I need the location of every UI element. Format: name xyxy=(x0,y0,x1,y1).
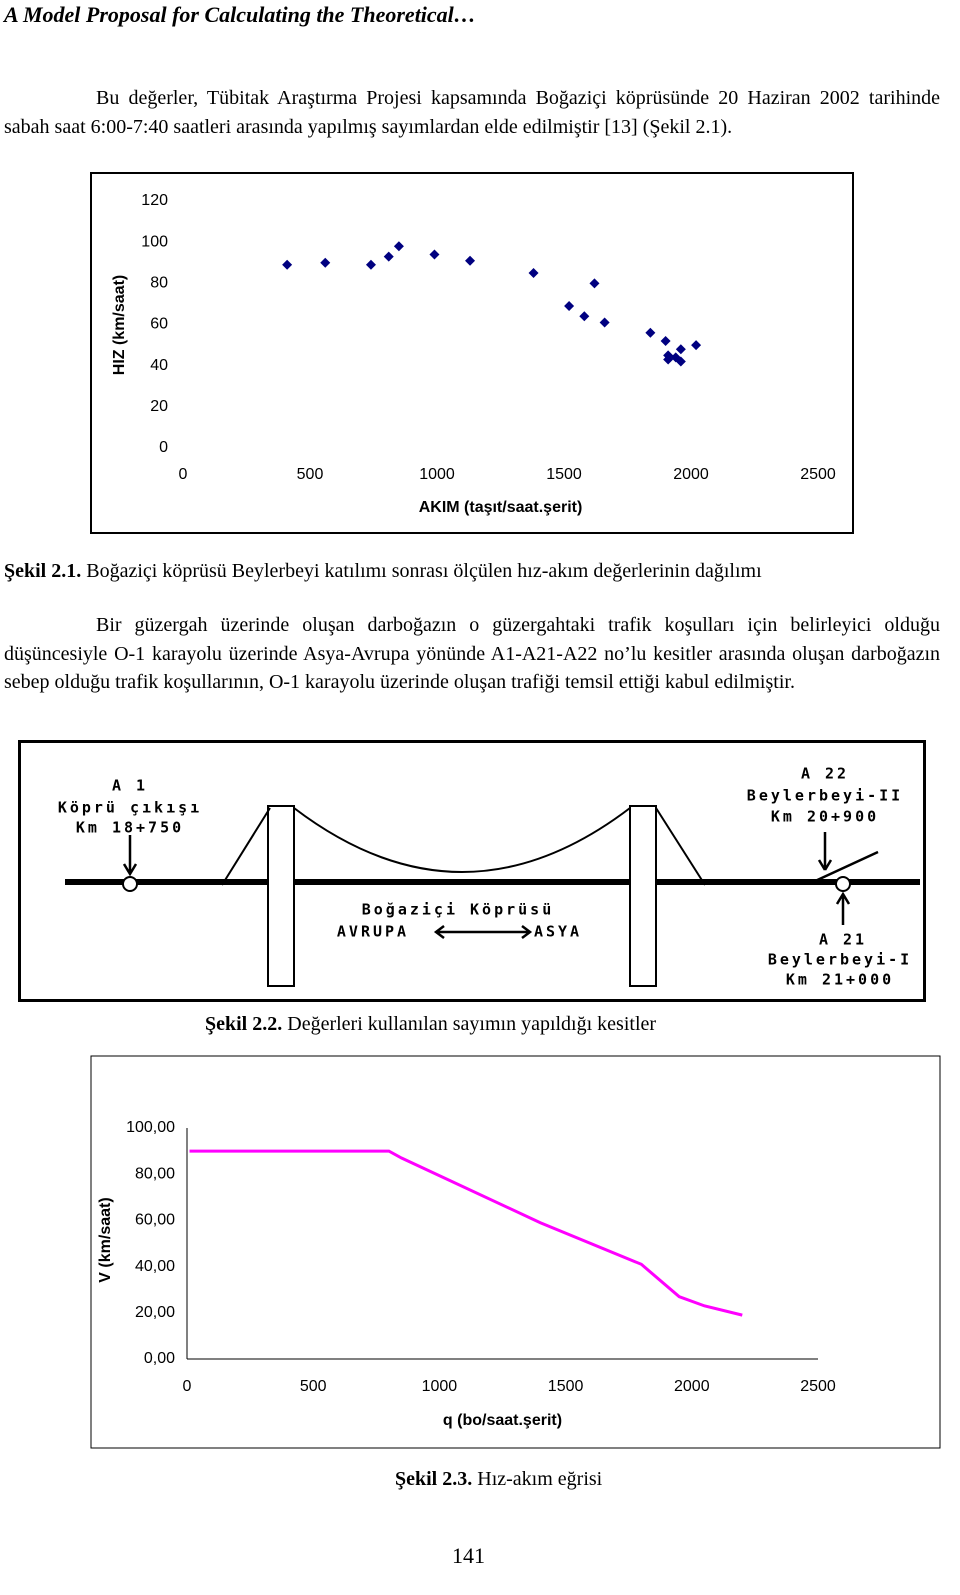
point xyxy=(564,300,575,311)
label: A 1 xyxy=(112,777,148,795)
caption-label: Şekil 2.3. xyxy=(395,1468,473,1490)
x-tick-label: 500 xyxy=(300,1378,327,1395)
point xyxy=(663,354,674,365)
x-tick-label: 500 xyxy=(297,466,324,483)
y-tick-label: 60 xyxy=(150,316,168,333)
section-point xyxy=(835,876,851,892)
tower xyxy=(267,805,295,987)
point xyxy=(670,352,681,363)
caption: Şekil 2.3. Hız-akım eğrisi xyxy=(395,1468,602,1491)
direction-arrow xyxy=(433,925,533,939)
chart-frame xyxy=(90,172,854,534)
tower xyxy=(629,805,657,987)
line xyxy=(189,1149,743,1317)
chart-frame xyxy=(90,1055,941,1449)
paragraph: Bu değerler, Tübitak Araştırma Projesi k… xyxy=(4,87,940,138)
label: ASYA xyxy=(534,923,582,941)
label: AVRUPA xyxy=(337,923,409,941)
x-tick-label: 2000 xyxy=(673,466,709,483)
label: A 22 xyxy=(801,765,849,783)
x-tick-label: 2500 xyxy=(800,466,836,483)
label: Km 21+000 xyxy=(786,971,894,989)
line-chart: 0,00 20,00 40,00 60,00 80,00 100,00 0 500 1000 15… xyxy=(90,1055,941,1449)
arrow xyxy=(122,832,879,925)
label: Beylerbeyi-I xyxy=(768,951,912,969)
caption-label: Şekil 2.2. xyxy=(205,1013,283,1035)
point xyxy=(320,257,331,268)
page-number: 141 xyxy=(452,1543,485,1568)
y-tick-label: 120 xyxy=(141,192,168,209)
caption-text: Boğaziçi köprüsü Beylerbeyi katılımı son… xyxy=(86,560,762,582)
x-tick-label: 1500 xyxy=(548,1378,584,1395)
x-tick-label: 1000 xyxy=(419,466,455,483)
y-tick-label: 60,00 xyxy=(135,1212,175,1229)
point xyxy=(383,251,394,262)
label: Km 20+900 xyxy=(771,808,879,826)
label: Köprü çıkışı xyxy=(58,799,202,817)
point xyxy=(589,278,600,289)
paragraph: Bir güzergah üzerinde oluşan darboğazın … xyxy=(4,614,940,693)
x-tick-label: 0 xyxy=(183,1378,192,1395)
point xyxy=(645,327,656,338)
label: Boğaziçi Köprüsü xyxy=(362,901,555,919)
y-tick-label: 20,00 xyxy=(135,1304,175,1321)
x-tick-label: 2500 xyxy=(800,1378,836,1395)
point xyxy=(675,356,686,367)
scatter-chart: 0 20 40 60 80 100 120 0 500 1000 1500 2000 2500 AKIM … xyxy=(90,172,854,534)
section-point xyxy=(122,876,138,892)
x-axis-label: q (bo/saat.şerit) xyxy=(443,1412,562,1429)
y-tick-label: 40,00 xyxy=(135,1258,175,1275)
caption-text: Hız-akım eğrisi xyxy=(477,1468,603,1490)
point xyxy=(528,268,539,279)
y-axis-label: V (km/saat) xyxy=(97,1197,114,1282)
point xyxy=(599,317,610,328)
point xyxy=(579,311,590,322)
point xyxy=(429,249,440,260)
caption-label: Şekil 2.1. xyxy=(4,560,82,582)
y-tick-label: 40 xyxy=(150,357,168,374)
diagram: A 1 Köprü çıkışı Km 18+750 A 22 Beylerbe… xyxy=(18,740,926,1002)
y-tick-label: 100,00 xyxy=(126,1119,175,1136)
y-tick-label: 80 xyxy=(150,275,168,292)
x-tick-label: 2000 xyxy=(674,1378,710,1395)
y-axis-label: HIZ (km/saat) xyxy=(111,275,128,375)
x-tick-label: 0 xyxy=(179,466,188,483)
point xyxy=(691,340,702,351)
point xyxy=(282,259,293,270)
caption-text: Değerleri kullanılan sayımın yapıldığı k… xyxy=(287,1013,657,1035)
label: A 21 xyxy=(819,931,867,949)
cable xyxy=(221,807,706,886)
y-tick-label: 20 xyxy=(150,398,168,415)
x-tick-label: 1500 xyxy=(546,466,582,483)
point xyxy=(660,335,671,346)
x-tick-label: 1000 xyxy=(422,1378,458,1395)
caption: Şekil 2.2. Değerleri kullanılan sayımın … xyxy=(205,1013,656,1036)
y-tick-label: 0 xyxy=(159,439,168,456)
caption: Şekil 2.1. Boğaziçi köprüsü Beylerbeyi k… xyxy=(4,560,762,583)
y-tick-label: 80,00 xyxy=(135,1165,175,1182)
x-axis-label: AKIM (taşıt/saat.şerit) xyxy=(419,499,583,516)
point xyxy=(365,259,376,270)
running-header: A Model Proposal for Calculating the The… xyxy=(4,2,476,27)
point xyxy=(675,344,686,355)
label: Beylerbeyi-II xyxy=(747,787,903,805)
label: Km 18+750 xyxy=(76,819,184,837)
y-tick-label: 0,00 xyxy=(144,1350,175,1367)
point xyxy=(393,241,404,252)
y-tick-label: 100 xyxy=(141,233,168,250)
